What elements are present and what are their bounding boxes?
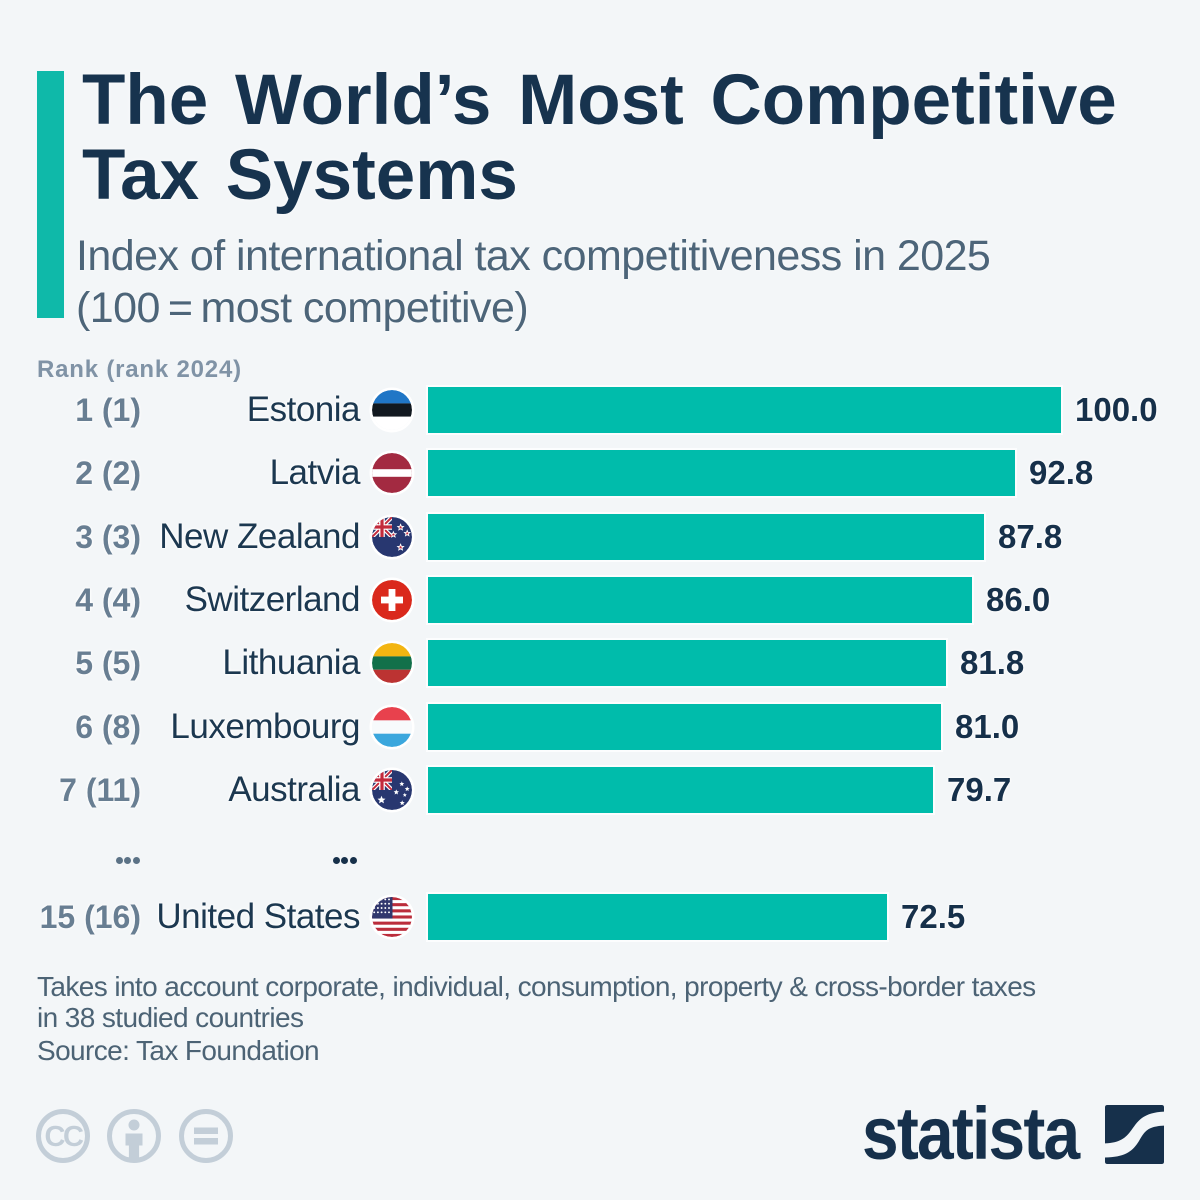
svg-text:CC: CC bbox=[45, 1121, 84, 1153]
